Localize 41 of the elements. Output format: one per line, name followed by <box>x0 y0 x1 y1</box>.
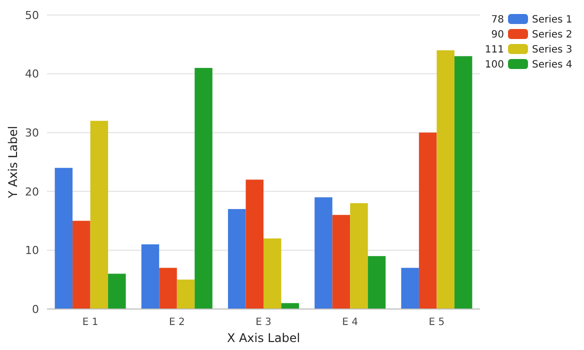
bar <box>90 120 108 309</box>
bar <box>246 180 264 309</box>
text: 100 <box>484 60 504 70</box>
y-axis-title: Y Axis Label <box>6 126 20 200</box>
y-tick-label: 50 <box>25 8 39 22</box>
bar <box>176 280 195 309</box>
y-tick-label: 30 <box>25 126 39 140</box>
x-axis-title: X Axis Label <box>226 331 300 345</box>
legend-label: Series 2 <box>532 30 572 40</box>
text: 90 <box>491 30 504 40</box>
text: 111 <box>484 44 504 56</box>
x-tick-label: E 4 <box>342 317 358 328</box>
bar <box>72 220 90 309</box>
legend-label: Series 3 <box>532 44 572 56</box>
x-tick-label: E 5 <box>428 317 445 328</box>
x-tick-label: E 1 <box>82 317 98 328</box>
bar <box>54 168 73 309</box>
x-tick-label: E 2 <box>168 317 185 328</box>
bar <box>228 209 246 309</box>
bar <box>314 197 332 309</box>
legend-label: Series 1 <box>532 14 572 26</box>
bar <box>418 132 437 309</box>
bar <box>401 268 419 309</box>
bar <box>108 274 126 309</box>
bar <box>454 56 472 309</box>
bar <box>332 214 350 309</box>
bar <box>194 68 212 309</box>
bar <box>436 50 454 309</box>
y-tick-label: 20 <box>25 185 39 198</box>
y-tick-label: 0 <box>32 302 39 316</box>
text: 78 <box>491 14 504 26</box>
bar <box>350 203 368 309</box>
y-tick-label: 40 <box>25 68 39 81</box>
bar <box>281 303 300 309</box>
y-tick-label: 10 <box>25 244 39 258</box>
bar <box>368 256 386 309</box>
bar <box>264 238 282 309</box>
x-tick-label: E 3 <box>256 317 272 328</box>
bar <box>159 268 177 309</box>
bar <box>141 244 160 309</box>
legend-label: Series 4 <box>532 60 572 70</box>
